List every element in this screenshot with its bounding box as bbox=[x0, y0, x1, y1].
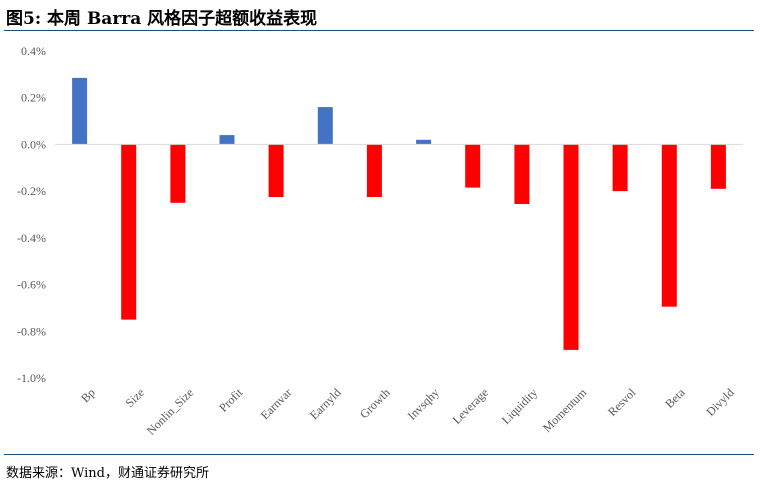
x-tick-label: Momentum bbox=[540, 385, 590, 435]
bar-earnyld bbox=[317, 107, 333, 145]
chart-title: 图5: 本周 Barra 风格因子超额收益表现 bbox=[6, 9, 318, 29]
bar-profit bbox=[219, 135, 235, 145]
bar-invsqhy bbox=[416, 139, 432, 145]
bars bbox=[72, 77, 726, 350]
x-tick-label: Leverage bbox=[450, 385, 491, 426]
x-tick-label: Invsqhy bbox=[405, 385, 442, 422]
bar-momentum bbox=[563, 144, 579, 350]
y-tick-label: 0.4% bbox=[21, 44, 46, 58]
bar-resvol bbox=[612, 144, 628, 192]
y-axis: 0.4% 0.2% 0.0% -0.2% -0.4% -0.6% -0.8% -1.0% bbox=[17, 44, 46, 385]
x-tick-label: Liquidity bbox=[499, 385, 540, 426]
source-note: 数据来源：Wind，财通证券研究所 bbox=[6, 466, 209, 481]
y-tick-label: -1.0% bbox=[17, 371, 46, 385]
bar-nonlin-size bbox=[170, 144, 186, 203]
bar-divyld bbox=[710, 144, 726, 189]
bar-leverage bbox=[465, 144, 481, 188]
bar-earnvar bbox=[268, 144, 284, 197]
bar-beta bbox=[661, 144, 677, 307]
y-tick-label: 0.0% bbox=[21, 137, 46, 151]
bar-chart: 0.4% 0.2% 0.0% -0.2% -0.4% -0.6% -0.8% -1.0% Bp… bbox=[17, 44, 743, 438]
header-divider bbox=[4, 30, 754, 31]
y-tick-label: -0.4% bbox=[17, 231, 46, 245]
x-tick-label: Bp bbox=[78, 385, 98, 405]
x-tick-label: Resvol bbox=[605, 385, 639, 419]
y-tick-label: -0.6% bbox=[17, 278, 46, 292]
footer-divider bbox=[4, 454, 754, 455]
bar-liquidity bbox=[514, 144, 530, 204]
x-tick-label: Nonlin_Size bbox=[144, 385, 196, 437]
bar-growth bbox=[366, 144, 382, 197]
bar-bp bbox=[72, 77, 88, 145]
y-tick-label: -0.8% bbox=[17, 324, 46, 338]
x-tick-label: Profit bbox=[216, 385, 246, 415]
x-tick-label: Earnyld bbox=[307, 385, 344, 422]
y-tick-label: 0.2% bbox=[21, 91, 46, 105]
y-tick-label: -0.2% bbox=[17, 184, 46, 198]
bar-size bbox=[121, 144, 137, 320]
x-tick-label: Earnvar bbox=[258, 385, 295, 422]
x-tick-label: Beta bbox=[662, 385, 688, 411]
x-tick-label: Divyld bbox=[703, 385, 736, 418]
x-tick-label: Growth bbox=[357, 385, 393, 421]
x-tick-label: Size bbox=[123, 385, 148, 410]
